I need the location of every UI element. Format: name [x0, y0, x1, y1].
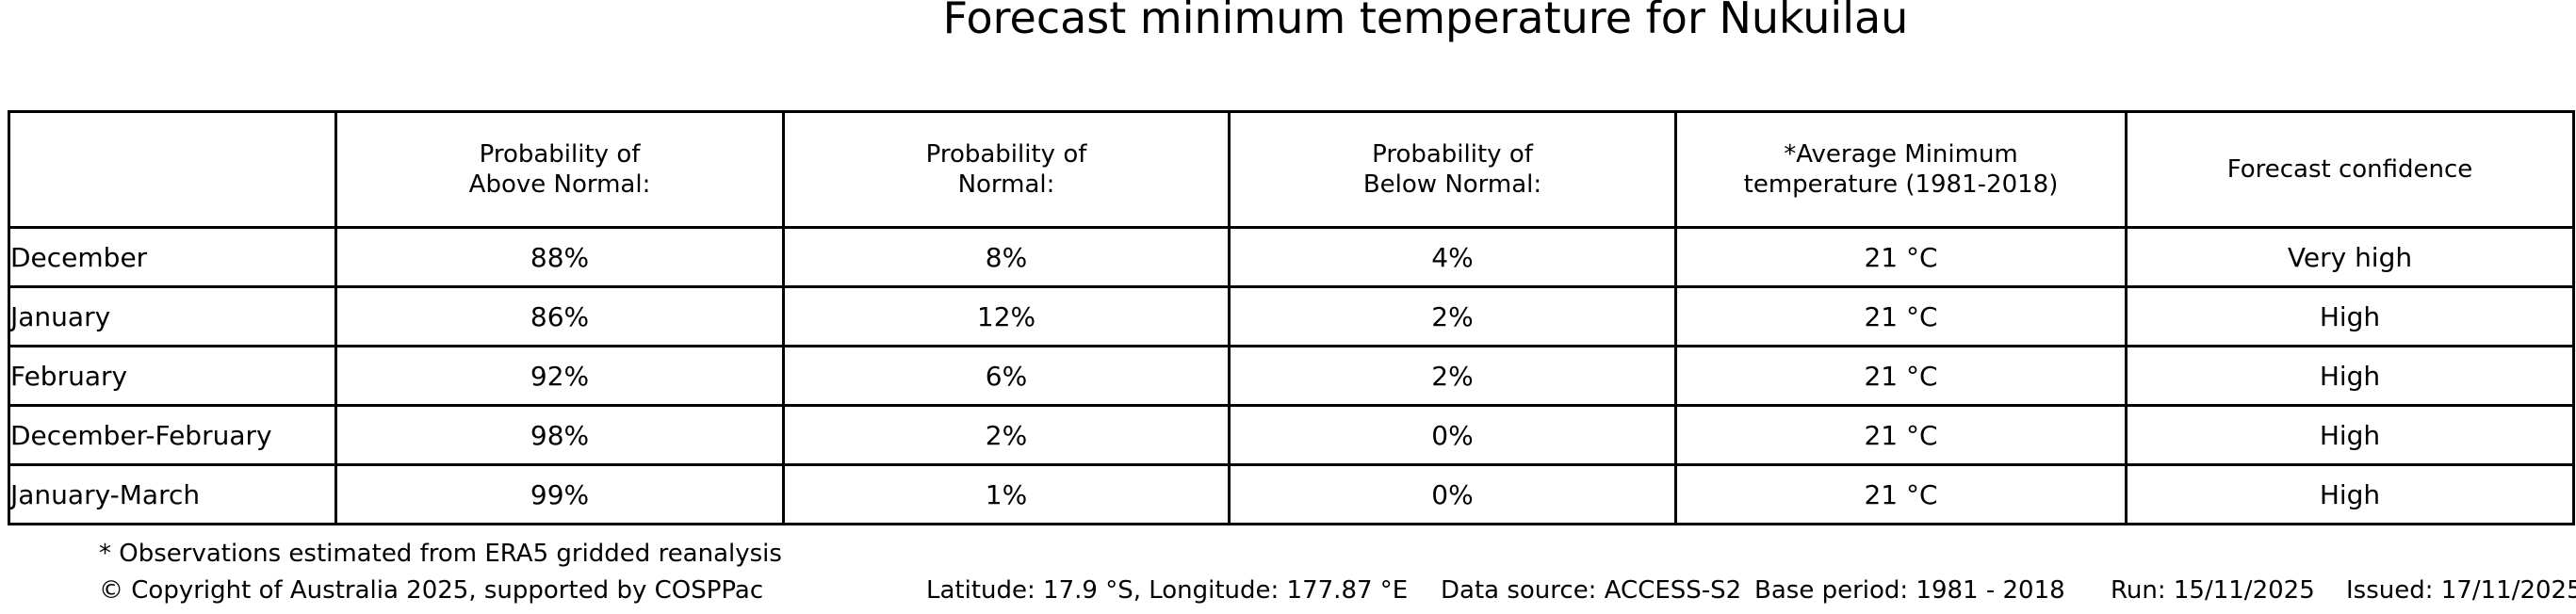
cell-below-normal: 0% — [1228, 463, 1677, 525]
corner-cell — [8, 110, 337, 229]
row-label: January — [8, 285, 337, 347]
table-row-february: February 92% 6% 2% 21 °C High — [8, 345, 2575, 407]
table-row-december-february: December-February 98% 2% 0% 21 °C High — [8, 404, 2575, 466]
row-label: December-February — [8, 404, 337, 466]
col-header-above-normal-line2: Above Normal: — [468, 170, 651, 199]
cell-above-normal: 99% — [334, 463, 785, 525]
cell-below-normal: 2% — [1228, 345, 1677, 407]
cell-avg-min-temp: 21 °C — [1674, 345, 2128, 407]
col-header-forecast-confidence: Forecast confidence — [2125, 110, 2575, 229]
cell-avg-min-temp: 21 °C — [1674, 463, 2128, 525]
cell-forecast-confidence: High — [2125, 404, 2575, 466]
col-header-avg-min-temp-line2: temperature (1981-2018) — [1743, 170, 2059, 199]
col-header-avg-min-temp: *Average Minimum temperature (1981-2018) — [1674, 110, 2128, 229]
col-header-normal-line1: Probability of — [925, 139, 1087, 169]
table-row-january-march: January-March 99% 1% 0% 21 °C High — [8, 463, 2575, 525]
col-header-forecast-confidence-line1: Forecast confidence — [2226, 154, 2473, 184]
col-header-normal: Probability of Normal: — [782, 110, 1231, 229]
row-label: January-March — [8, 463, 337, 525]
col-header-below-normal: Probability of Below Normal: — [1228, 110, 1677, 229]
col-header-above-normal: Probability of Above Normal: — [334, 110, 785, 229]
col-header-above-normal-line1: Probability of — [479, 139, 641, 169]
col-header-below-normal-line2: Below Normal: — [1362, 170, 1542, 199]
cell-forecast-confidence: High — [2125, 345, 2575, 407]
cell-above-normal: 98% — [334, 404, 785, 466]
cell-normal: 12% — [782, 285, 1231, 347]
data-source-text: Data source: ACCESS-S2 — [1441, 576, 1742, 605]
col-header-normal-line2: Normal: — [957, 170, 1055, 199]
cell-avg-min-temp: 21 °C — [1674, 226, 2128, 288]
row-label: December — [8, 226, 337, 288]
cell-above-normal: 92% — [334, 345, 785, 407]
cell-avg-min-temp: 21 °C — [1674, 404, 2128, 466]
copyright-text: © Copyright of Australia 2025, supported… — [99, 576, 764, 605]
col-header-avg-min-temp-line1: *Average Minimum — [1784, 139, 2018, 169]
table-row-january: January 86% 12% 2% 21 °C High — [8, 285, 2575, 347]
cell-below-normal: 2% — [1228, 285, 1677, 347]
issued-date-text: Issued: 17/11/2025 — [2346, 576, 2576, 605]
cell-below-normal: 4% — [1228, 226, 1677, 288]
cell-above-normal: 86% — [334, 285, 785, 347]
cell-normal: 6% — [782, 345, 1231, 407]
run-date-text: Run: 15/11/2025 — [2111, 576, 2315, 605]
cell-normal: 8% — [782, 226, 1231, 288]
cell-normal: 1% — [782, 463, 1231, 525]
cell-forecast-confidence: Very high — [2125, 226, 2575, 288]
location-text: Latitude: 17.9 °S, Longitude: 177.87 °E — [926, 576, 1409, 605]
page-title: Forecast minimum temperature for Nukuila… — [942, 0, 1909, 43]
footnote-observations: * Observations estimated from ERA5 gridd… — [99, 540, 782, 568]
cell-below-normal: 0% — [1228, 404, 1677, 466]
col-header-below-normal-line1: Probability of — [1372, 139, 1533, 169]
cell-avg-min-temp: 21 °C — [1674, 285, 2128, 347]
cell-forecast-confidence: High — [2125, 285, 2575, 347]
table-row-december: December 88% 8% 4% 21 °C Very high — [8, 226, 2575, 288]
header-row: Probability of Above Normal: Probability… — [8, 110, 2575, 229]
base-period-text: Base period: 1981 - 2018 — [1754, 576, 2065, 605]
row-label: February — [8, 345, 337, 407]
forecast-table: Probability of Above Normal: Probability… — [8, 110, 2575, 525]
cell-normal: 2% — [782, 404, 1231, 466]
cell-forecast-confidence: High — [2125, 463, 2575, 525]
cell-above-normal: 88% — [334, 226, 785, 288]
